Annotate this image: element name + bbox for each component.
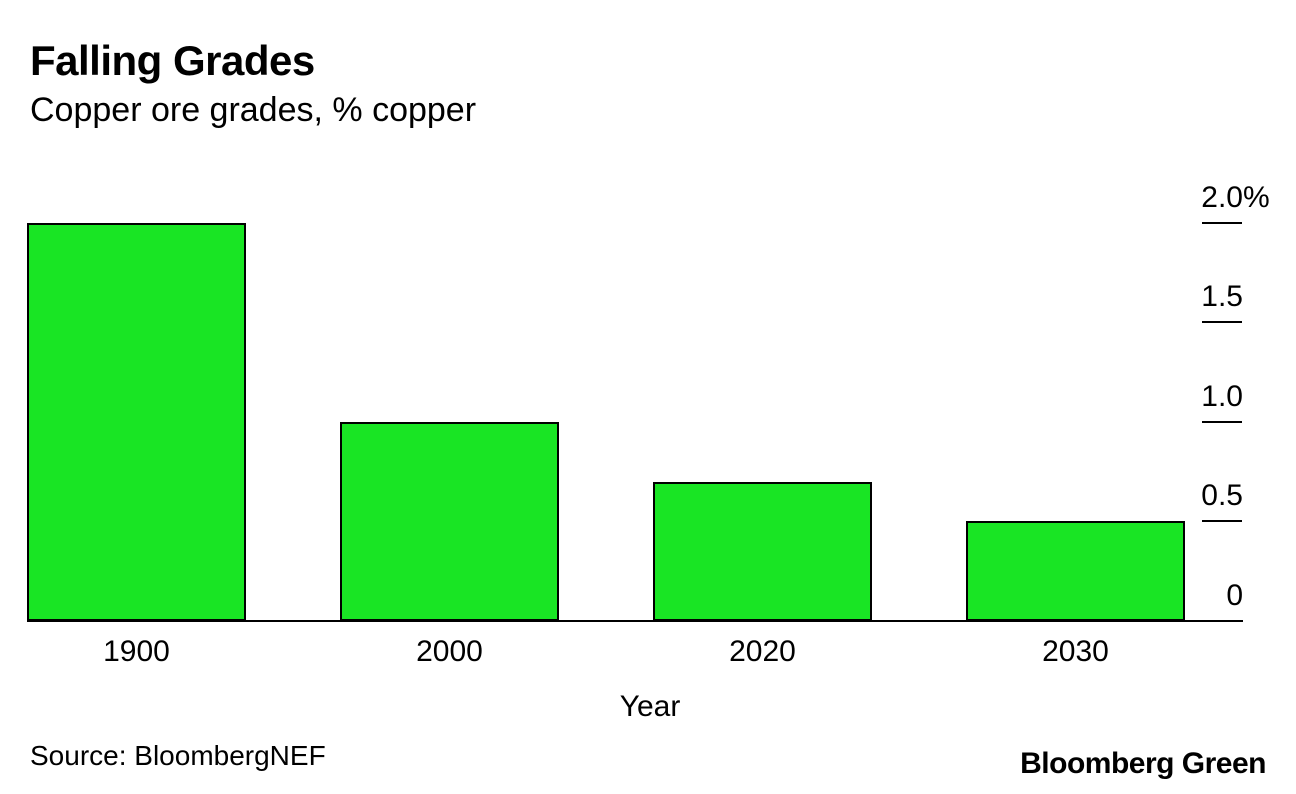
y-tick-line: [1202, 222, 1242, 224]
y-tick-label: 1.0: [1201, 380, 1243, 414]
y-tick-label: 2.0%: [1201, 181, 1269, 215]
source-note: Source: BloombergNEF: [30, 740, 326, 771]
y-tick-value: 0: [1226, 579, 1243, 612]
x-tick-label: 2020: [729, 635, 796, 668]
x-axis-title: Year: [619, 690, 681, 723]
x-axis-line: [27, 620, 1243, 622]
y-tick-value: 1.5: [1201, 280, 1243, 313]
y-tick-value: 2.0: [1201, 181, 1243, 214]
y-tick-label: 0.5: [1201, 479, 1243, 513]
y-tick-label: 0: [1226, 579, 1243, 613]
y-tick-unit: %: [1243, 181, 1270, 214]
y-tick-line: [1202, 321, 1242, 323]
bloomberg-green-logo: Bloomberg Green: [1020, 747, 1266, 780]
bar-2020: [653, 482, 872, 621]
y-tick-label: 1.5: [1201, 280, 1243, 314]
chart-title: Falling Grades: [30, 37, 315, 84]
chart-subtitle: Copper ore grades, % copper: [30, 91, 477, 129]
y-tick-line: [1202, 520, 1242, 522]
x-tick-label: 2030: [1042, 635, 1109, 668]
bar-1900: [27, 223, 246, 621]
y-tick-value: 1.0: [1201, 380, 1243, 413]
x-tick-label: 2000: [416, 635, 483, 668]
y-tick-line: [1202, 421, 1242, 423]
bar-2000: [340, 422, 559, 621]
y-tick-value: 0.5: [1201, 479, 1243, 512]
x-tick-label: 1900: [103, 635, 170, 668]
bar-2030: [966, 521, 1185, 621]
